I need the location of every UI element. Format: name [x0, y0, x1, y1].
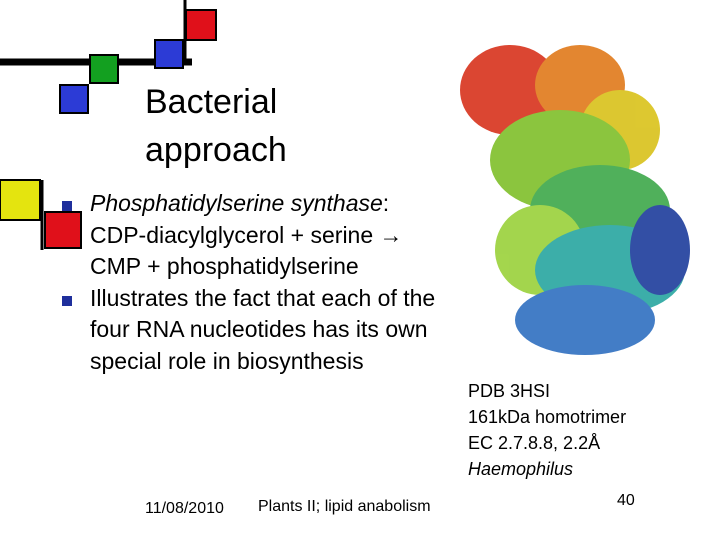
caption-organism: Haemophilus [468, 459, 574, 479]
footer-title: Plants II; lipid anabolism [258, 498, 431, 515]
bullet-marker [62, 295, 72, 306]
protein-image [460, 45, 690, 355]
page-number: 40 [617, 492, 635, 509]
caption: PDB 3HSI 161kDa homotrimer EC 2.7.8.8, 2… [468, 378, 626, 482]
caption-line: PDB 3HSI [468, 381, 551, 401]
bullet-text: : CDP-diacylglycerol + serine → CMP + ph… [90, 190, 403, 279]
bullet: Illustrates the fact that each of the fo… [60, 283, 440, 378]
caption-line: EC 2.7.8.8, 2.2Å [468, 433, 601, 453]
term: Phosphatidylserine synthase [90, 190, 383, 216]
bullet-marker [62, 201, 72, 211]
footer-date: 11/08/2010 [145, 500, 224, 517]
bullet: Phosphatidylserine synthase: CDP-diacylg… [60, 188, 440, 283]
bullet-text: Illustrates the fact that each of the fo… [90, 284, 436, 374]
caption-line: 161kDa homotrimer [468, 407, 627, 427]
slide-title: Bacterial approach [145, 83, 287, 169]
bullet-list: Phosphatidylserine synthase: CDP-diacylg… [60, 188, 440, 377]
